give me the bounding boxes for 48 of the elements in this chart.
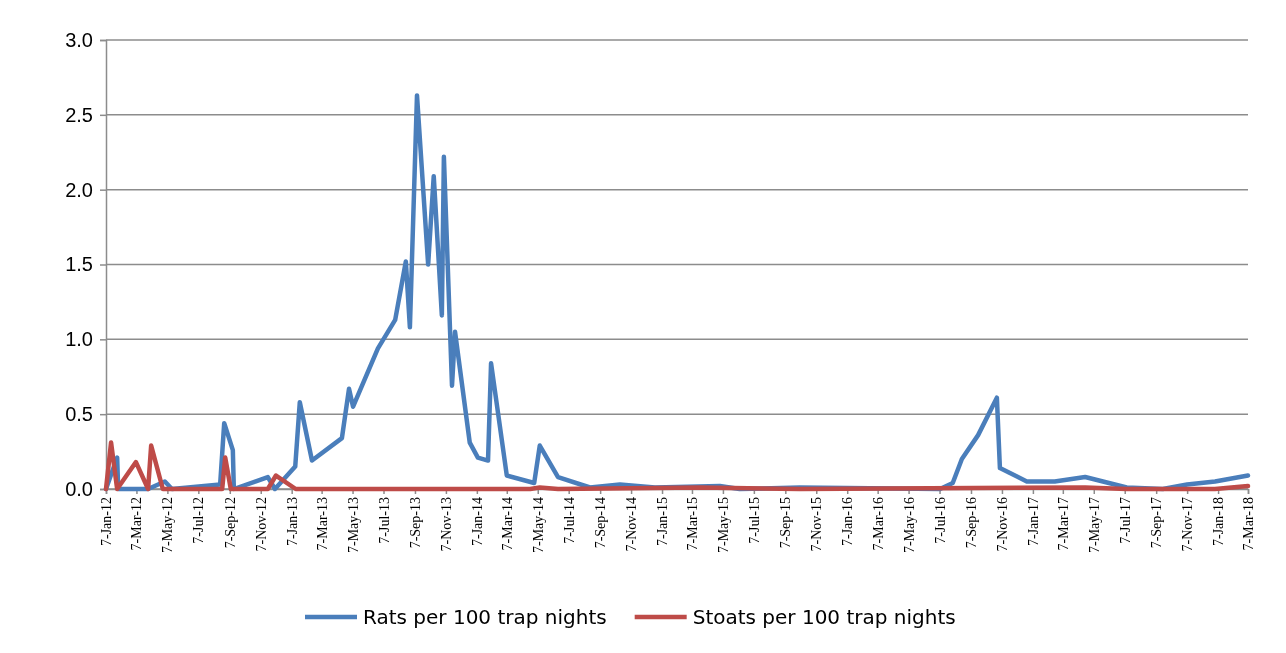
x-tick-label: 7-Jul-13 [376, 497, 392, 544]
x-tick-label: 7-Sep-13 [407, 497, 423, 549]
x-tick-label: 7-Mar-18 [1241, 497, 1256, 551]
x-tick-label: 7-Jul-15 [746, 497, 762, 544]
legend-label: Stoats per 100 trap nights [692, 605, 956, 629]
x-tick-label: 7-Jan-17 [1025, 497, 1041, 546]
x-tick-label: 7-May-17 [1086, 497, 1102, 553]
x-tick-label: 7-Jan-13 [284, 497, 300, 546]
x-tick-label: 7-Jan-15 [655, 497, 671, 546]
x-tick-label: 7-Nov-17 [1180, 497, 1196, 552]
y-tick-label: 0.5 [65, 403, 93, 426]
x-tick-label: 7-Nov-15 [809, 497, 825, 552]
x-tick-label: 7-Sep-15 [778, 497, 794, 549]
y-tick-label: 1.5 [65, 253, 93, 276]
x-tick-label: 7-Nov-16 [994, 497, 1010, 552]
x-tick-label: 7-Mar-17 [1055, 497, 1071, 551]
line-series [103, 440, 1251, 492]
y-tick-label: 0.0 [65, 477, 93, 500]
x-tick-label: 7-Jul-16 [932, 497, 948, 544]
x-tick-label: 7-Jul-14 [561, 497, 577, 544]
x-tick-label: 7-Nov-12 [253, 497, 269, 552]
x-tick-label: 7-May-15 [715, 497, 731, 553]
x-tick-label: 7-Sep-12 [222, 497, 238, 549]
x-tick-label: 7-Mar-14 [499, 497, 515, 551]
x-tick-label: 7-Sep-14 [593, 497, 609, 549]
x-tick-label: 7-Mar-13 [314, 497, 330, 551]
x-tick-label: 7-Jan-16 [840, 497, 856, 546]
x-tick-label: 7-Mar-16 [870, 497, 886, 551]
x-tick-label: 7-Nov-14 [624, 497, 640, 552]
y-tick-label: 3.0 [65, 28, 93, 51]
legend-label: Rats per 100 trap nights [363, 605, 607, 629]
x-tick-label: 7-Jan-12 [99, 497, 114, 546]
x-tick-label: 7-Jan-18 [1211, 497, 1227, 546]
x-tick-label: 7-Sep-17 [1149, 497, 1165, 549]
x-tick-label: 7-May-13 [345, 497, 361, 553]
x-tick-label: 7-Jul-17 [1117, 497, 1133, 544]
x-tick-label: 7-Sep-16 [964, 497, 979, 549]
x-tick-label: 7-Nov-13 [438, 497, 454, 552]
x-tick-label: 7-May-12 [160, 497, 176, 553]
x-tick-label: 7-Mar-12 [129, 497, 145, 551]
y-tick-label: 2.5 [65, 103, 93, 126]
x-tick-label: 7-Mar-15 [684, 497, 700, 551]
x-tick-label: 7-May-14 [530, 497, 546, 553]
x-tick-label: 7-Jan-14 [469, 497, 485, 546]
x-tick-label: 7-May-16 [901, 497, 917, 553]
y-tick-label: 2.0 [65, 178, 93, 201]
y-tick-label: 1.0 [65, 328, 93, 351]
x-tick-label: 7-Jul-12 [191, 497, 207, 544]
